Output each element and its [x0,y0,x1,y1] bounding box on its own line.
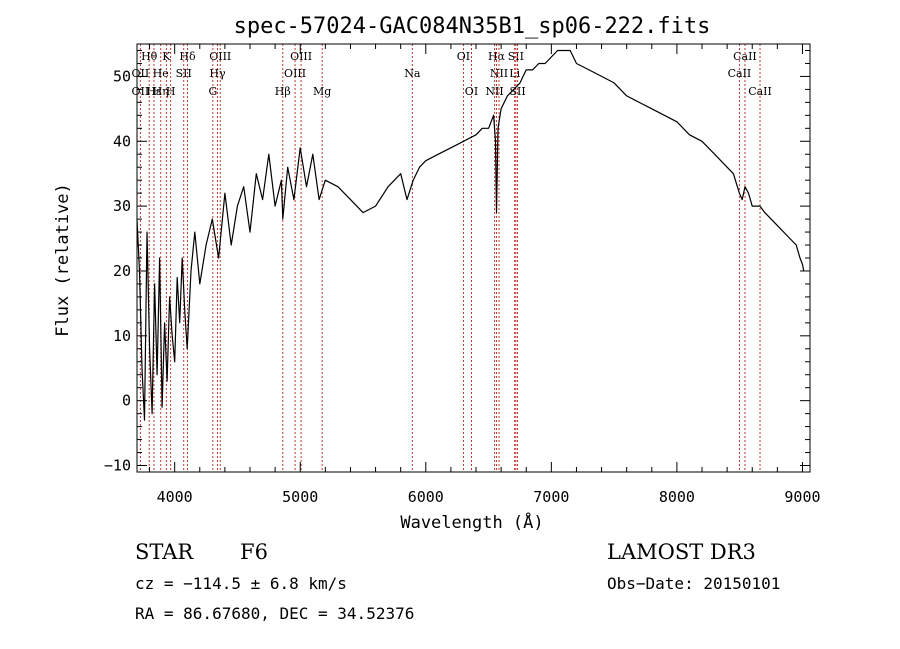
line-label: NII [490,67,508,80]
x-tick-label: 6000 [408,488,444,506]
y-tick-label: 10 [113,327,131,345]
line-label: SII [508,50,524,63]
sky-coordinates: RA = 86.67680, DEC = 34.52376 [135,604,415,623]
x-axis-label: Wavelength (Å) [400,511,543,533]
line-label: OII [132,67,150,80]
line-label: OI [457,50,470,63]
line-label: Na [404,67,421,80]
line-label: H [166,85,176,98]
line-label: OII [132,85,150,98]
line-label: SII [509,85,525,98]
line-label: Hγ [209,67,226,80]
y-tick-label: 0 [122,392,131,410]
line-label: OIII [290,50,312,63]
line-label: CaII [748,85,772,98]
observation-date: Obs−Date: 20150101 [607,574,781,593]
line-label: NII [485,85,503,98]
line-label: G [208,85,217,98]
y-tick-label: 40 [113,132,131,150]
y-tick-label: 50 [113,67,131,85]
y-tick-label: −10 [104,457,131,475]
line-label: He [153,67,169,80]
x-tick-label: 5000 [282,488,318,506]
line-label: Hθ [141,50,158,63]
line-label: Mg [313,85,331,98]
chart-title: spec-57024-GAC084N35B1_sp06-222.fits [234,14,711,39]
line-label: Hδ [179,50,196,63]
line-label: OI [465,85,478,98]
line-label: CaII [733,50,757,63]
line-label: Hη [153,85,169,98]
redshift-cz: cz = −114.5 ± 6.8 km/s [135,574,347,593]
survey-name: LAMOST DR3 [607,540,756,564]
x-axis: 4000 5000 6000 7000 8000 9000 [149,44,821,506]
line-label: CaII [728,67,752,80]
spectrum-chart: spec-57024-GAC084N35B1_sp06-222.fits Hθ K… [53,14,821,533]
line-label: OIII [284,67,306,80]
object-subclass: F6 [240,540,268,564]
line-label: Hβ [275,85,291,98]
line-label: Hα [488,50,506,63]
y-axis: −10 0 10 20 30 40 50 [104,49,810,475]
plot-frame [136,43,811,473]
line-label: K [162,50,171,63]
series-flux [136,49,805,421]
y-tick-label: 20 [113,262,131,280]
y-tick-label: 30 [113,197,131,215]
line-label: OIII [209,50,231,63]
line-label: Hε [146,85,162,98]
x-tick-label: 8000 [659,488,695,506]
y-axis-label: Flux (relative) [53,183,73,337]
x-tick-label: 7000 [533,488,569,506]
x-tick-label: 9000 [784,488,820,506]
series-layer [136,49,805,421]
object-class: STAR [135,540,194,564]
x-tick-label: 4000 [157,488,193,506]
line-label: SII [176,67,192,80]
line-label: Li [509,67,520,80]
